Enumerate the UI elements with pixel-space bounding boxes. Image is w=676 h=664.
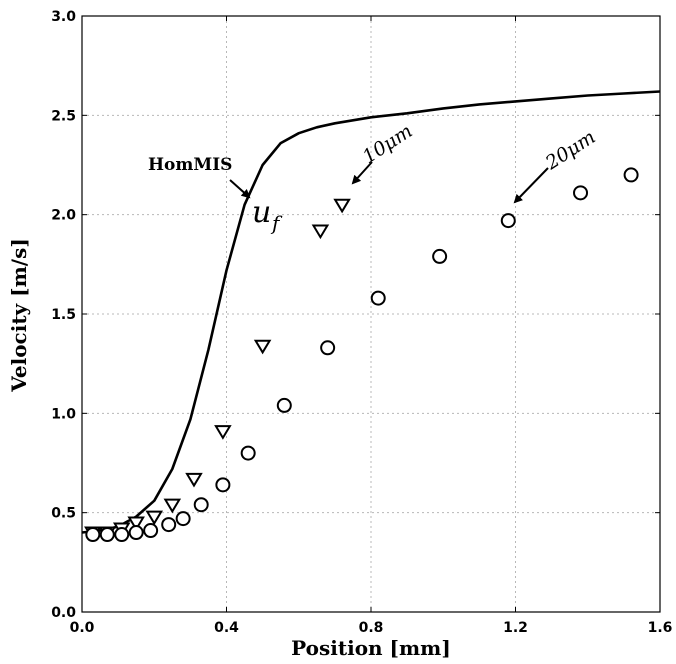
circle-point-20um (500, 213, 516, 229)
circle-point-20um (320, 340, 336, 356)
circle-point-20um (99, 527, 115, 543)
annotation-hommis-label: HomMIS (148, 155, 232, 175)
y-tick-label: 0.5 (51, 506, 76, 522)
annotation-uf-symbol: u (252, 195, 271, 230)
circle-point-20um (432, 248, 448, 264)
circle-point-20um (215, 477, 231, 493)
y-tick-label: 1.0 (51, 406, 76, 422)
circle-point-20um (175, 511, 191, 527)
annotation-10um-label: 10μm (359, 120, 417, 168)
circle-point-20um (114, 527, 130, 543)
annotation-10um: 10μm (351, 120, 417, 185)
y-tick-label: 1.5 (51, 307, 76, 323)
circle-point-20um (370, 290, 386, 306)
y-tick-label: 0.0 (51, 605, 76, 621)
triangle-point-10um (127, 516, 145, 532)
annotation-20um-arrow (513, 167, 549, 204)
circle-point-20um (143, 523, 159, 539)
series-layer (81, 90, 661, 543)
x-tick-label: 0.0 (70, 620, 95, 636)
triangle-point-10um (185, 472, 203, 488)
annotation-10um-arrow (351, 161, 373, 185)
series-line-hommis (81, 90, 661, 534)
circle-point-20um (276, 397, 292, 413)
x-tick-label: 0.8 (359, 620, 384, 636)
triangle-point-10um (333, 198, 351, 214)
ticks: 0.0 0.4 0.8 1.2 1.6 0.0 0.5 1.0 1.5 2.0 2.5 3.0 (51, 9, 672, 636)
annotation-hommis: HomMIS (148, 155, 251, 199)
y-tick-label: 2.5 (51, 108, 76, 124)
x-tick-label: 1.2 (503, 620, 528, 636)
x-axis-title: Position [mm] (291, 636, 451, 660)
triangle-point-10um (214, 425, 232, 440)
circle-point-20um (193, 497, 209, 513)
triangle-point-10um (145, 510, 164, 526)
annotation-hommis-arrow (229, 179, 251, 199)
circle-point-20um (623, 167, 639, 183)
annotation-uf: u f (252, 195, 283, 235)
x-tick-label: 0.4 (214, 620, 239, 636)
triangle-point-10um (163, 498, 182, 514)
y-tick-label: 2.0 (51, 208, 76, 224)
circle-point-20um (240, 445, 256, 461)
triangle-point-10um (253, 339, 272, 355)
grid (82, 16, 660, 612)
circle-point-20um (128, 525, 144, 541)
y-axis-title: Velocity [m/s] (7, 238, 31, 393)
x-tick-label: 1.6 (648, 620, 673, 636)
annotation-20um-label: 20μm (541, 126, 600, 175)
triangle-point-10um (311, 224, 330, 240)
circle-point-20um (161, 517, 177, 533)
circle-point-20um (573, 185, 589, 201)
circle-point-20um (85, 527, 101, 543)
annotation-uf-subscript: f (270, 211, 283, 235)
y-tick-label: 3.0 (51, 9, 76, 25)
